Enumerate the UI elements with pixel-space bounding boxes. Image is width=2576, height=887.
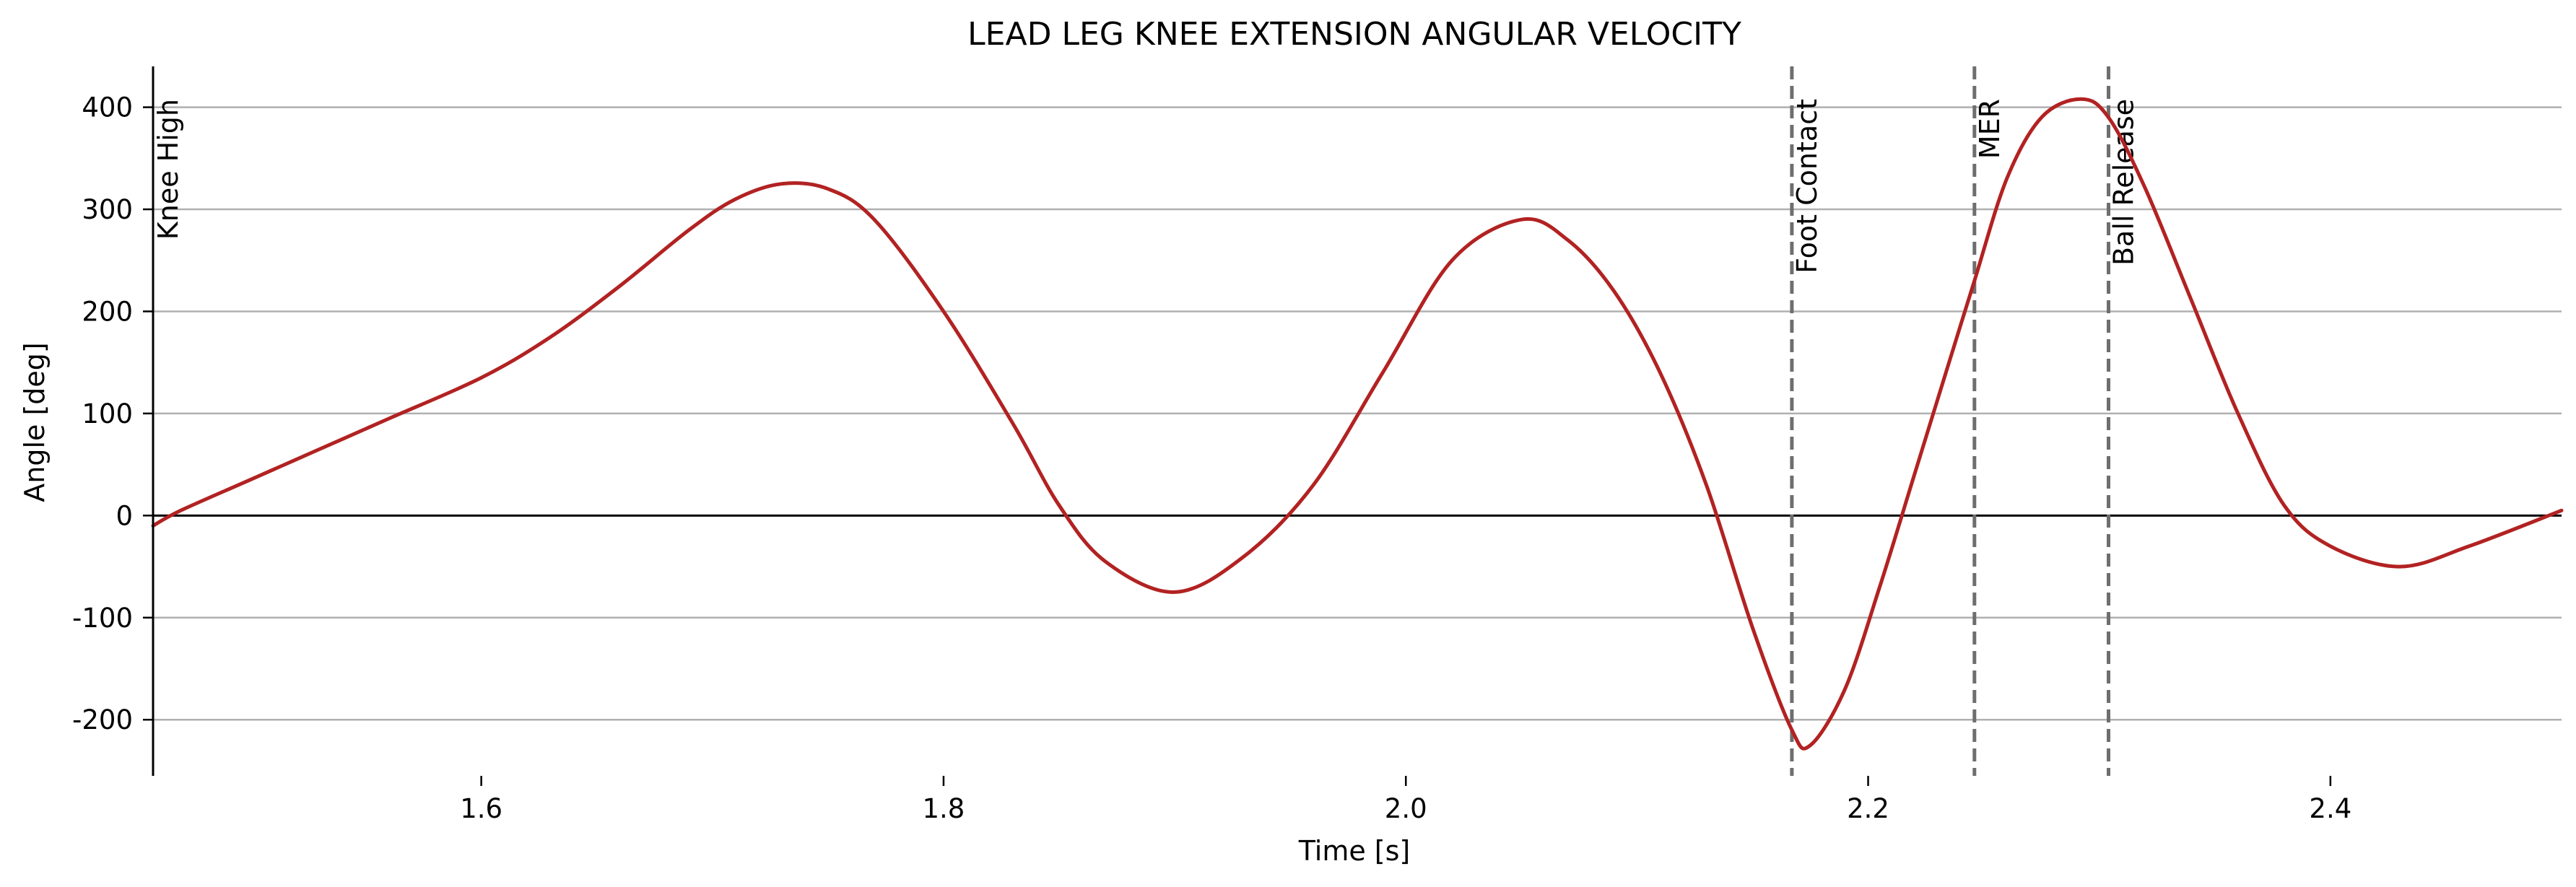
y-tick-label: -100 [72,603,133,634]
x-tick-label: 2.0 [1385,793,1427,824]
y-tick-label: 400 [82,92,133,123]
x-tick-label: 1.8 [923,793,965,824]
event-label-0: Knee High [152,99,184,240]
y-ticks: -200 -100 0 100 200 300 400 [72,92,153,735]
x-ticks: 1.6 1.8 2.0 2.2 2.4 [460,776,2351,824]
y-axis-label: Angle [deg] [19,342,51,502]
series-line [151,97,2564,751]
y-tick-label: 200 [82,296,133,327]
y-tick-label: 100 [82,398,133,429]
event-label-1: Foot Contact [1791,99,1823,274]
y-tick-label: 300 [82,194,133,225]
x-tick-label: 2.4 [2309,793,2351,824]
chart-title: LEAD LEG KNEE EXTENSION ANGULAR VELOCITY [967,16,1741,53]
x-axis-label: Time [s] [1298,835,1411,867]
event-label-2: MER [1974,99,2006,159]
event-markers: Knee High Foot Contact MER Ball Release [152,66,2139,776]
x-tick-label: 1.6 [460,793,502,824]
x-tick-label: 2.2 [1847,793,1889,824]
y-tick-label: 0 [116,500,133,531]
y-tick-label: -200 [72,704,133,735]
